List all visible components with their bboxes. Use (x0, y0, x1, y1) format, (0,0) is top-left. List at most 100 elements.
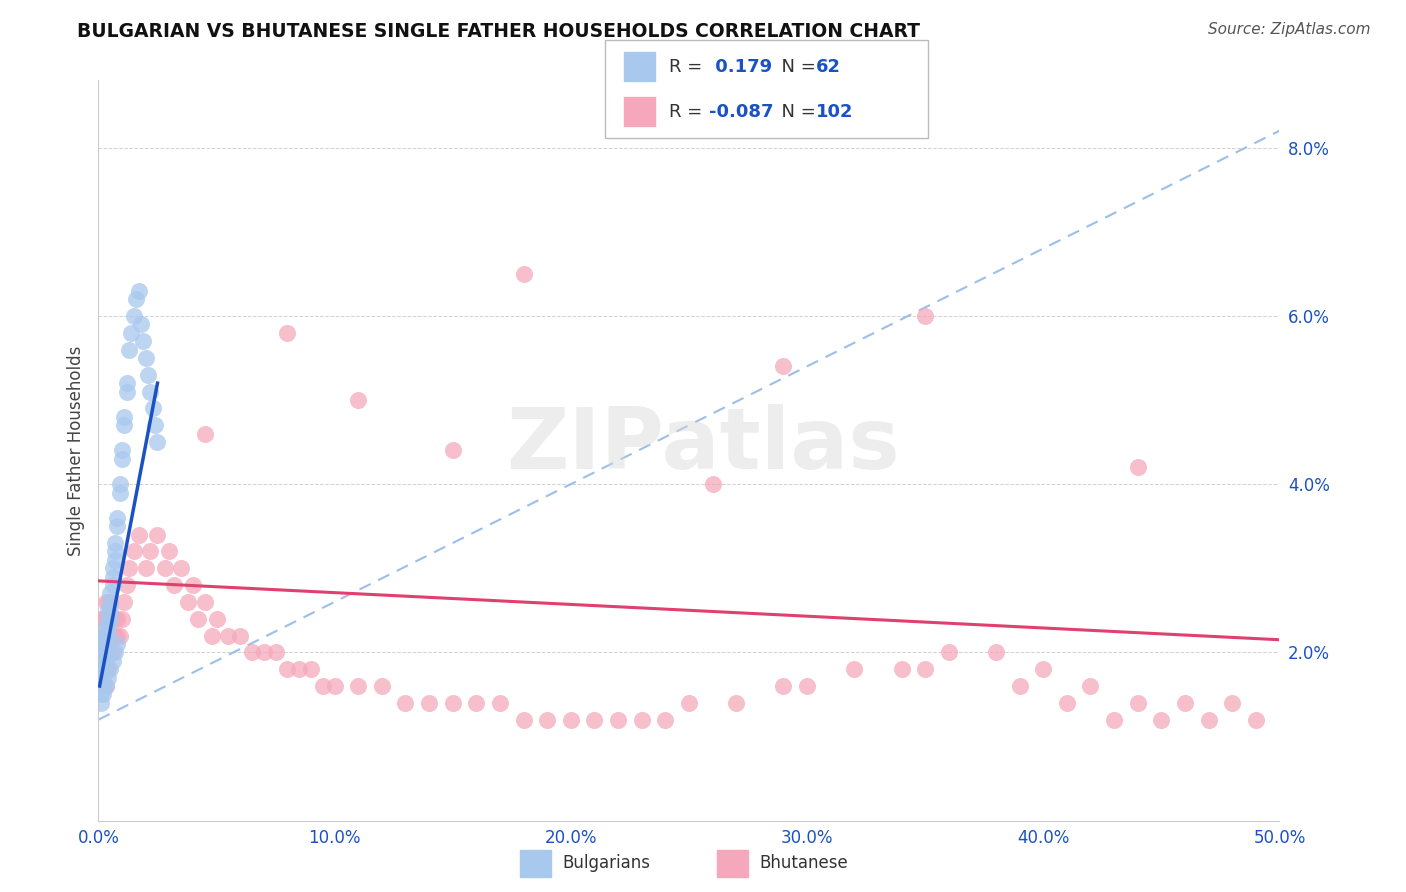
Point (132, 334, 155, 348)
Point (181, 578, 204, 592)
Point (118, 343, 141, 357)
Point (1032, 662, 1054, 676)
Point (122, 309, 145, 323)
Text: R =: R = (669, 58, 709, 76)
Point (205, 612, 228, 626)
Point (91, 645, 114, 659)
Point (194, 595, 217, 609)
Point (772, 359, 794, 374)
Text: Bhutanese: Bhutanese (759, 855, 848, 872)
Point (94, 620, 117, 634)
Point (97, 628, 120, 642)
Point (136, 368, 159, 382)
Point (105, 612, 128, 626)
Point (101, 612, 124, 626)
Y-axis label: Single Father Households: Single Father Households (66, 345, 84, 556)
Point (98, 595, 121, 609)
Text: ZIPatlas: ZIPatlas (506, 404, 900, 488)
Point (276, 326, 298, 340)
Point (105, 510, 128, 524)
Point (90, 671, 112, 685)
Point (97, 595, 120, 609)
Point (135, 561, 157, 575)
Point (371, 679, 394, 693)
Point (108, 485, 131, 500)
Text: Bulgarians: Bulgarians (562, 855, 651, 872)
Point (1126, 696, 1149, 710)
Point (90, 645, 112, 659)
Point (914, 662, 936, 676)
Point (240, 645, 263, 659)
Point (101, 654, 124, 668)
Point (118, 561, 141, 575)
Point (1080, 679, 1102, 693)
Text: N =: N = (770, 58, 823, 76)
Point (465, 696, 488, 710)
Text: N =: N = (770, 103, 823, 120)
Point (312, 679, 335, 693)
Point (583, 713, 606, 727)
Point (394, 696, 416, 710)
Point (489, 696, 512, 710)
Point (104, 612, 127, 626)
Point (142, 401, 165, 416)
Point (115, 384, 138, 399)
Point (94, 645, 117, 659)
Point (91, 679, 114, 693)
Point (91, 654, 114, 668)
Point (201, 628, 224, 642)
Point (914, 309, 936, 323)
Point (94, 679, 117, 693)
Point (143, 418, 166, 433)
Point (725, 696, 748, 710)
Point (128, 284, 150, 298)
Point (111, 612, 134, 626)
Point (90, 612, 112, 626)
Point (90, 662, 112, 676)
Point (98, 612, 121, 626)
Point (91, 671, 114, 685)
Point (1174, 696, 1197, 710)
Point (299, 662, 322, 676)
Point (91, 662, 114, 676)
Point (1150, 713, 1173, 727)
Point (97, 612, 120, 626)
Point (108, 477, 131, 491)
Point (163, 578, 186, 592)
Point (94, 645, 117, 659)
Point (1126, 460, 1149, 475)
Point (97, 645, 120, 659)
Point (153, 561, 176, 575)
Point (94, 654, 117, 668)
Point (98, 612, 121, 626)
Point (98, 645, 121, 659)
Point (101, 569, 124, 583)
Point (104, 628, 127, 642)
Point (146, 527, 169, 541)
Point (125, 292, 148, 306)
Point (121, 326, 143, 340)
Point (1244, 713, 1267, 727)
Point (91, 645, 114, 659)
Point (253, 645, 276, 659)
Text: 0.179: 0.179 (709, 58, 772, 76)
Point (91, 628, 114, 642)
Point (97, 628, 120, 642)
Point (94, 662, 117, 676)
Text: 62: 62 (815, 58, 841, 76)
Text: BULGARIAN VS BHUTANESE SINGLE FATHER HOUSEHOLDS CORRELATION CHART: BULGARIAN VS BHUTANESE SINGLE FATHER HOU… (77, 22, 921, 41)
Point (105, 637, 128, 651)
Text: R =: R = (669, 103, 709, 120)
Point (90, 645, 112, 659)
Point (276, 662, 298, 676)
Point (1198, 713, 1220, 727)
Point (938, 645, 960, 659)
Point (418, 696, 440, 710)
Point (607, 713, 630, 727)
Point (187, 612, 209, 626)
Point (128, 527, 150, 541)
Point (101, 561, 124, 575)
Point (536, 713, 558, 727)
Text: 102: 102 (815, 103, 853, 120)
Point (97, 662, 120, 676)
